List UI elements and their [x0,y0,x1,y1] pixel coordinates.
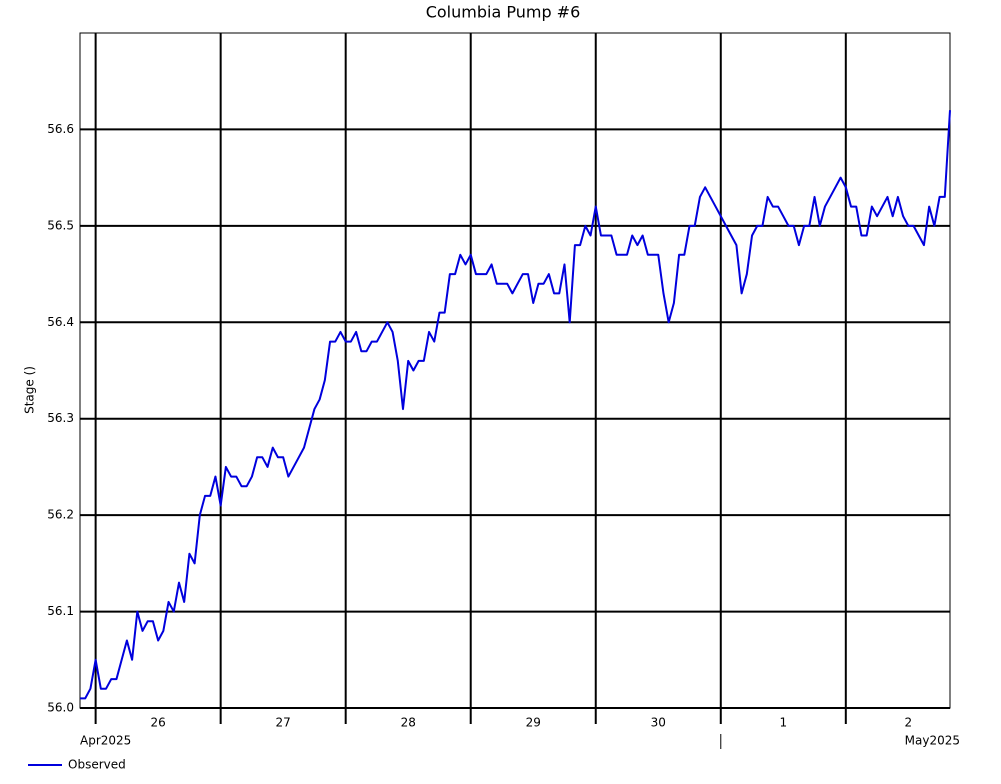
data-line [80,110,951,700]
x-month-label: May2025 [905,734,960,748]
x-tick-label: 28 [401,716,416,730]
legend-label: Observed [68,758,126,772]
chart-title: Columbia Pump #6 [426,3,581,22]
y-tick-label: 56.5 [47,218,74,232]
x-tick-label: 27 [276,716,291,730]
y-tick-label: 56.0 [47,701,74,715]
y-axis-label: Stage () [23,366,37,414]
x-tick-label: 26 [151,716,166,730]
y-tick-label: 56.3 [47,411,74,425]
x-tick-label: 30 [651,716,666,730]
y-tick-label: 56.1 [47,604,74,618]
x-tick-label: 29 [526,716,541,730]
y-tick-label: 56.2 [47,508,74,522]
x-month-label: Apr2025 [80,734,131,748]
y-tick-label: 56.4 [47,315,74,329]
x-tick-label: 1 [779,716,787,730]
x-tick-label: 2 [905,716,913,730]
y-tick-label: 56.6 [47,122,74,136]
